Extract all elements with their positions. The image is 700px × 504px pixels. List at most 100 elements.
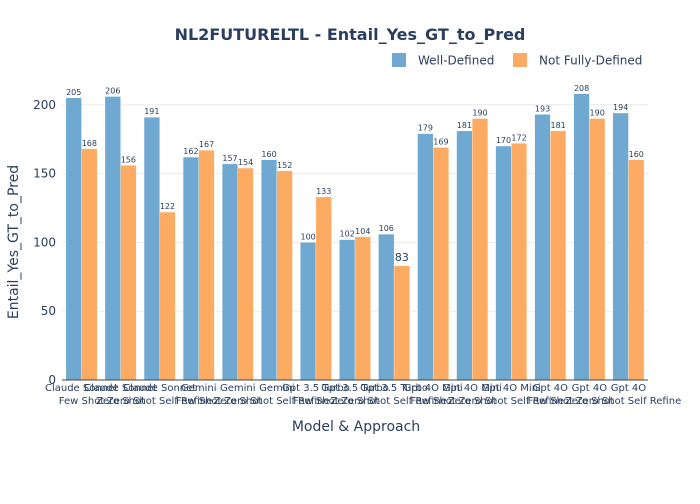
data-label: 172 (511, 133, 526, 142)
x-tick-label: Claude Sonnet Zero Shot Self Refine (107, 383, 213, 407)
x-tick-label: Gemini Few Shot (176, 383, 222, 407)
legend-label-well-defined: Well-Defined (418, 54, 494, 68)
x-tick-label: Gemini Zero Shot Self Refine (224, 383, 330, 407)
bar-not-fully-defined (276, 170, 293, 381)
x-tick-label-line: Gemini (220, 383, 256, 394)
data-label: 168 (82, 139, 97, 148)
bar-well-defined (65, 97, 82, 381)
bar-well-defined (612, 112, 629, 381)
data-label: 169 (433, 137, 448, 146)
x-tick-label-line: Zero Shot (448, 396, 497, 407)
x-tick-label: Gpt 4O Mini Few Shot (404, 383, 463, 407)
y-axis-title: Entail_Yes_GT_to_Pred (6, 165, 22, 319)
x-tick-label: Gpt 3.5 Turbo Few Shot (282, 383, 350, 407)
x-tick-label-line: Claude Sonnet (84, 383, 157, 394)
bar-not-fully-defined (159, 211, 176, 381)
data-label: 162 (183, 147, 198, 156)
data-label: 191 (144, 107, 159, 116)
bar-well-defined (417, 133, 434, 381)
x-tick-label-line: Zero Shot (213, 396, 262, 407)
bar-not-fully-defined (81, 148, 98, 381)
bars (65, 93, 645, 381)
bar-well-defined (339, 239, 356, 381)
bar-not-fully-defined (120, 165, 137, 381)
x-tick-label: Gpt 4O Mini Zero Shot Self Refine (459, 383, 565, 407)
data-label: 208 (574, 84, 589, 93)
x-tick-label-line: Gpt 4O Mini (404, 383, 463, 394)
bar-well-defined (143, 117, 160, 381)
bar-well-defined (573, 93, 590, 381)
x-tick-label-line: Gemini (259, 383, 295, 394)
x-tick-label-line: Gpt 4O (611, 383, 647, 394)
x-tick-label-line: Gpt 4O Mini (443, 383, 502, 394)
x-tick-label-line: Zero Shot Self Refine (341, 396, 447, 407)
data-label: 122 (160, 202, 175, 211)
data-label: 154 (238, 158, 253, 167)
data-label: 179 (418, 124, 433, 133)
y-tick-label: 0 (48, 373, 56, 387)
data-label: 157 (222, 154, 237, 163)
data-label: 190 (472, 109, 487, 118)
bar-well-defined (261, 159, 278, 381)
data-label: 160 (629, 150, 644, 159)
data-label: 167 (199, 140, 214, 149)
x-tick-label-line: Zero Shot Self Refine (107, 396, 213, 407)
x-tick-label-line: Few Shot (293, 396, 339, 407)
bar-well-defined (222, 163, 238, 381)
legend: Well-Defined Not Fully-Defined (392, 53, 642, 68)
x-tick-label-line: Few Shot (528, 396, 574, 407)
data-label: 133 (316, 187, 331, 196)
bar-not-fully-defined (589, 118, 606, 381)
data-label: 156 (121, 155, 136, 164)
x-tick-label-line: Claude Sonnet (123, 383, 196, 394)
data-label: 205 (66, 88, 81, 97)
data-label: 170 (496, 136, 511, 145)
legend-label-not-fully-defined: Not Fully-Defined (539, 54, 642, 68)
data-label: 102 (340, 230, 355, 239)
data-label: 181 (457, 121, 472, 130)
x-tick-label-line: Zero Shot (96, 396, 145, 407)
data-label: 206 (105, 87, 120, 96)
data-label: 104 (355, 227, 370, 236)
x-tick-label-line: Zero Shot Self Refine (459, 396, 565, 407)
y-tick-label: 50 (41, 304, 56, 318)
bar-not-fully-defined (628, 159, 645, 381)
x-tick-label-line: Zero Shot (565, 396, 614, 407)
data-label: 181 (550, 121, 565, 130)
x-tick-label: Claude Sonnet Few Shot (45, 383, 118, 407)
bar-well-defined (182, 156, 199, 381)
bar-not-fully-defined (432, 147, 449, 381)
bar-not-fully-defined (511, 143, 528, 381)
y-tick-label: 100 (33, 235, 56, 249)
x-tick-label-line: Gpt 4O (572, 383, 608, 394)
x-tick-label: Gpt 4O Zero Shot (565, 383, 614, 407)
x-tick-label: Gpt 4O Mini Zero Shot (443, 383, 502, 407)
y-tick-label: 150 (33, 167, 56, 181)
x-tick-label: Gemini Zero Shot (213, 383, 262, 407)
bar-well-defined (534, 114, 551, 381)
x-tick-label-line: Gpt 3.5 Turbo (321, 383, 389, 394)
data-label: 83 (395, 251, 409, 264)
chart-title: NL2FUTURELTL - Entail_Yes_GT_to_Pred (175, 25, 526, 44)
bar-well-defined (456, 130, 473, 381)
y-tick-label: 200 (33, 98, 56, 112)
bar-well-defined (378, 233, 395, 381)
legend-swatch-not-fully-defined (513, 53, 527, 67)
x-tick-label: Gpt 3.5 Turbo Zero Shot Self Refine (341, 383, 447, 407)
x-axis-title: Model & Approach (292, 419, 420, 435)
bar-not-fully-defined (550, 130, 567, 381)
legend-swatch-well-defined (392, 53, 406, 67)
x-tick-label: Gpt 3.5 Turbo Zero Shot (321, 383, 389, 407)
bar-not-fully-defined (198, 150, 215, 381)
data-label: 194 (613, 103, 628, 112)
x-tick-label-line: Gpt 3.5 Turbo (282, 383, 350, 394)
bar-not-fully-defined (315, 196, 332, 381)
x-tick-label-line: Few Shot (59, 396, 105, 407)
bar-well-defined (104, 96, 121, 381)
x-tick-label: Gpt 4O Zero Shot Self Refine (576, 383, 682, 407)
x-tick-label-line: Gemini (181, 383, 217, 394)
